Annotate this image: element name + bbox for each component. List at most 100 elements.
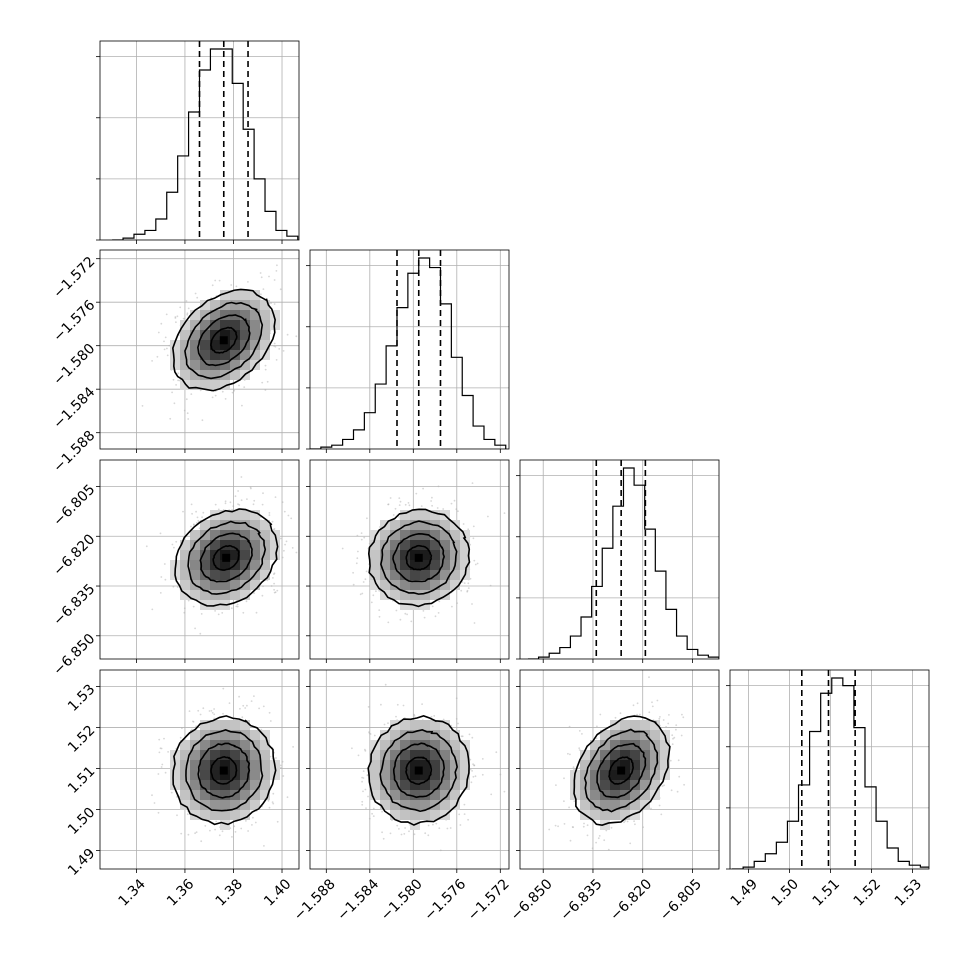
density-cell [590,740,600,750]
density-cell [410,810,420,820]
density-cell [620,760,630,770]
scatter-point [667,722,670,725]
scatter-point [271,520,274,523]
density-cell [450,540,460,550]
density-cell [600,770,610,780]
scatter-point [183,409,186,412]
contour-3-2-0 [608,756,634,785]
scatter-point [380,703,382,706]
panel-frame-2-1 [309,459,510,660]
scatter-point [172,378,175,381]
scatter-point [490,793,493,796]
scatter-point [163,563,166,565]
scatter-point [481,773,484,776]
density-cell [260,560,270,570]
scatter-point [368,817,371,820]
scatter-point [378,609,381,611]
scatter-point [238,695,241,698]
scatter-point [563,777,565,780]
scatter-point [569,839,572,842]
density-cell [240,810,250,820]
density-cell [230,540,240,550]
scatter-point [474,563,477,566]
scatter-point [191,728,193,731]
x-tick-label-3-2: 1.51 [810,876,843,909]
scatter-point [182,510,184,513]
contour-2-0-1 [199,532,253,583]
panel-1-0 [96,249,300,453]
scatter-point [240,476,243,478]
density-cell [180,320,190,330]
density-cell [630,780,640,790]
scatter-point [438,600,441,603]
scatter-point [202,707,205,710]
y-tick-label-2-0: −6.850 [50,631,98,679]
density-cell [380,740,390,750]
density-cell [250,300,260,310]
density-cell [220,540,230,550]
density-cell [650,770,660,780]
density-cell [420,580,430,590]
density-cell [250,320,260,330]
density-cell [620,810,630,820]
density-cell [610,760,620,770]
x-tick-label-3-1: 1.50 [769,876,802,909]
density-cell [590,780,600,790]
density-cell [620,770,630,780]
scatter-point [266,380,269,383]
scatter-point [548,828,551,831]
density-cell [430,550,440,560]
scatter-point [264,364,267,367]
scatter-point [273,572,276,575]
x-tick-label-2-1: −6.835 [558,876,606,924]
density-cell [250,550,260,560]
density-cell [450,730,460,740]
density-cell [250,330,260,340]
panel-0-0 [96,40,300,244]
scatter-point [194,627,196,630]
density-cell [420,590,430,600]
scatter-point [285,540,288,543]
density-cell [240,800,250,810]
scatter-point [399,618,402,621]
scatter-point [648,711,651,714]
density-cell [180,360,190,370]
density-cell [210,340,220,350]
scatter-point [167,751,169,753]
scatter-point [194,832,196,835]
density-cell [200,320,210,330]
y-tick-label-2-2: −6.820 [50,531,98,579]
scatter-point [368,731,370,734]
density-cell [200,720,210,730]
scatter-point [682,716,685,719]
density-cell [590,760,600,770]
density-cell [640,790,650,800]
scatter-point [481,758,484,760]
density-cell [440,530,450,540]
x-tick-label-1-4: −1.572 [465,876,513,924]
scatter-point [407,502,410,504]
density-cell [170,340,180,350]
density-cell [390,580,400,590]
density-cell [640,730,650,740]
scatter-point [287,514,290,517]
density-cell [600,740,610,750]
scatter-point [281,501,284,504]
density-cell [240,310,250,320]
density-cell [230,510,240,520]
scatter-point [281,760,284,763]
scatter-point [503,512,506,514]
density-cell [450,780,460,790]
scatter-point [268,512,271,514]
scatter-point [160,766,163,768]
contour-1-0-0 [210,326,238,354]
scatter-point [163,340,165,343]
scatter-point [400,833,403,836]
density-cell [420,780,430,790]
density-cell [220,350,230,360]
density-cell [450,760,460,770]
scatter-point [221,612,224,614]
scatter-point [367,795,369,798]
scatter-point [197,709,200,712]
density-cell [190,570,200,580]
